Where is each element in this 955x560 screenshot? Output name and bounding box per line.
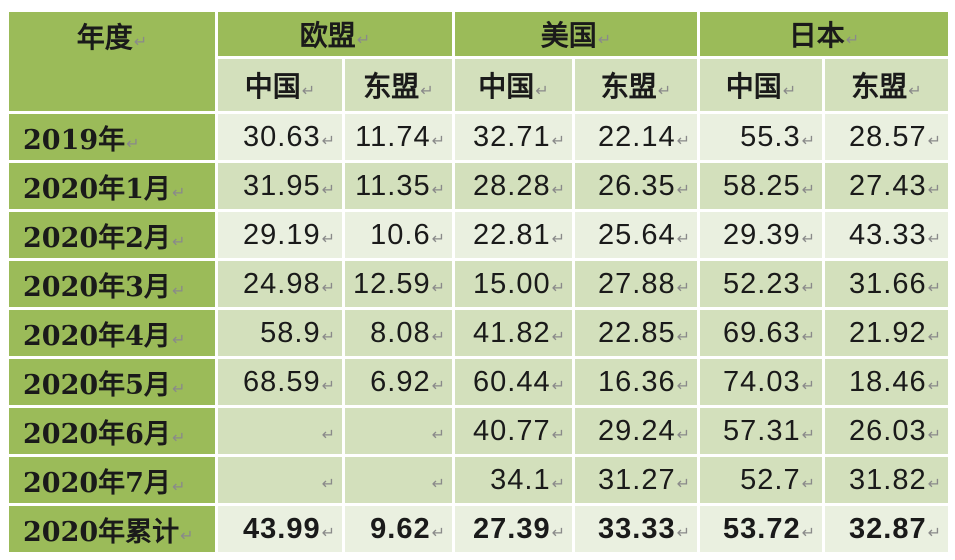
value-cell: 41.82↵ [452, 307, 575, 359]
subheader-china: 中国↵ [452, 56, 575, 114]
value-cell: 43.99↵ [215, 503, 345, 555]
value-cell: 10.6↵ [342, 209, 455, 261]
value-cell: 60.44↵ [452, 356, 575, 408]
value-cell: 55.3↵ [697, 111, 825, 163]
table-row: 2020年1月↵ 31.95↵ 11.35↵ 28.28↵ 26.35↵ 58.25↵ 27… [6, 160, 951, 212]
value-cell: 33.33↵ [572, 503, 700, 555]
row-label: 2020年3月↵ [6, 258, 218, 310]
value-cell: 11.74↵ [342, 111, 455, 163]
value-cell: 22.81↵ [452, 209, 575, 261]
value-cell: 32.71↵ [452, 111, 575, 163]
value-cell: 52.23↵ [697, 258, 825, 310]
value-cell: 69.63↵ [697, 307, 825, 359]
value-cell: 53.72↵ [697, 503, 825, 555]
value-cell: 9.62↵ [342, 503, 455, 555]
year-header: 年度↵ [6, 9, 218, 114]
group-header-japan: 日本↵ [697, 9, 951, 59]
value-cell: ↵ [342, 405, 455, 457]
trade-data-table: 年度↵ 欧盟↵ 美国↵ 日本↵ 中国↵ 东盟↵ 中国↵ 东盟↵ 中国↵ 东盟↵ … [6, 9, 951, 555]
value-cell: 31.95↵ [215, 160, 345, 212]
value-cell: 15.00↵ [452, 258, 575, 310]
value-cell: 28.57↵ [822, 111, 951, 163]
value-cell: 6.92↵ [342, 356, 455, 408]
row-label: 2020年1月↵ [6, 160, 218, 212]
value-cell: 52.7↵ [697, 454, 825, 506]
row-label: 2020年7月↵ [6, 454, 218, 506]
value-cell: 22.85↵ [572, 307, 700, 359]
value-cell: 11.35↵ [342, 160, 455, 212]
table-row: 2020年5月↵ 68.59↵ 6.92↵ 60.44↵ 16.36↵ 74.03↵ 18.… [6, 356, 951, 408]
row-label: 2020年累计↵ [6, 503, 218, 555]
subheader-asean: 东盟↵ [822, 56, 951, 114]
value-cell: ↵ [342, 454, 455, 506]
subheader-china: 中国↵ [697, 56, 825, 114]
value-cell: 22.14↵ [572, 111, 700, 163]
row-label: 2020年4月↵ [6, 307, 218, 359]
value-cell: 32.87↵ [822, 503, 951, 555]
value-cell: 24.98↵ [215, 258, 345, 310]
value-cell: 8.08↵ [342, 307, 455, 359]
value-cell: 21.92↵ [822, 307, 951, 359]
value-cell: 27.39↵ [452, 503, 575, 555]
value-cell: 31.27↵ [572, 454, 700, 506]
table-row: 2020年4月↵ 58.9↵ 8.08↵ 41.82↵ 22.85↵ 69.63↵ 21.9… [6, 307, 951, 359]
value-cell: 26.03↵ [822, 405, 951, 457]
value-cell: 16.36↵ [572, 356, 700, 408]
value-cell: 58.9↵ [215, 307, 345, 359]
table-row: 2020年2月↵ 29.19↵ 10.6↵ 22.81↵ 25.64↵ 29.39↵ 43.… [6, 209, 951, 261]
value-cell: 58.25↵ [697, 160, 825, 212]
value-cell: 28.28↵ [452, 160, 575, 212]
value-cell: 29.19↵ [215, 209, 345, 261]
subheader-asean: 东盟↵ [342, 56, 455, 114]
value-cell: ↵ [215, 405, 345, 457]
row-label: 2020年6月↵ [6, 405, 218, 457]
value-cell: 74.03↵ [697, 356, 825, 408]
value-cell: ↵ [215, 454, 345, 506]
value-cell: 68.59↵ [215, 356, 345, 408]
value-cell: 27.43↵ [822, 160, 951, 212]
row-label: 2020年5月↵ [6, 356, 218, 408]
value-cell: 31.82↵ [822, 454, 951, 506]
value-cell: 57.31↵ [697, 405, 825, 457]
group-header-eu: 欧盟↵ [215, 9, 455, 59]
value-cell: 18.46↵ [822, 356, 951, 408]
table-row: 2020年6月↵ ↵ ↵ 40.77↵ 29.24↵ 57.31↵ 26.03↵ [6, 405, 951, 457]
group-header-us: 美国↵ [452, 9, 700, 59]
value-cell: 29.39↵ [697, 209, 825, 261]
subheader-row: 中国↵ 东盟↵ 中国↵ 东盟↵ 中国↵ 东盟↵ [8, 56, 951, 114]
value-cell: 25.64↵ [572, 209, 700, 261]
value-cell: 26.35↵ [572, 160, 700, 212]
table-row: 2020年累计↵ 43.99↵ 9.62↵ 27.39↵ 33.33↵ 53.72↵ 32.… [6, 503, 951, 555]
value-cell: 34.1↵ [452, 454, 575, 506]
value-cell: 29.24↵ [572, 405, 700, 457]
value-cell: 27.88↵ [572, 258, 700, 310]
subheader-asean: 东盟↵ [572, 56, 700, 114]
subheader-china: 中国↵ [215, 56, 345, 114]
row-label: 2020年2月↵ [6, 209, 218, 261]
value-cell: 43.33↵ [822, 209, 951, 261]
value-cell: 30.63↵ [215, 111, 345, 163]
value-cell: 31.66↵ [822, 258, 951, 310]
value-cell: 12.59↵ [342, 258, 455, 310]
value-cell: 40.77↵ [452, 405, 575, 457]
table-row: 2020年7月↵ ↵ ↵ 34.1↵ 31.27↵ 52.7↵ 31.82↵ [6, 454, 951, 506]
table-row: 2020年3月↵ 24.98↵ 12.59↵ 15.00↵ 27.88↵ 52.23↵ 31… [6, 258, 951, 310]
table-row: 2019年↵ 30.63↵ 11.74↵ 32.71↵ 22.14↵ 55.3↵ 28.57… [6, 111, 951, 163]
row-label: 2019年↵ [6, 111, 218, 163]
